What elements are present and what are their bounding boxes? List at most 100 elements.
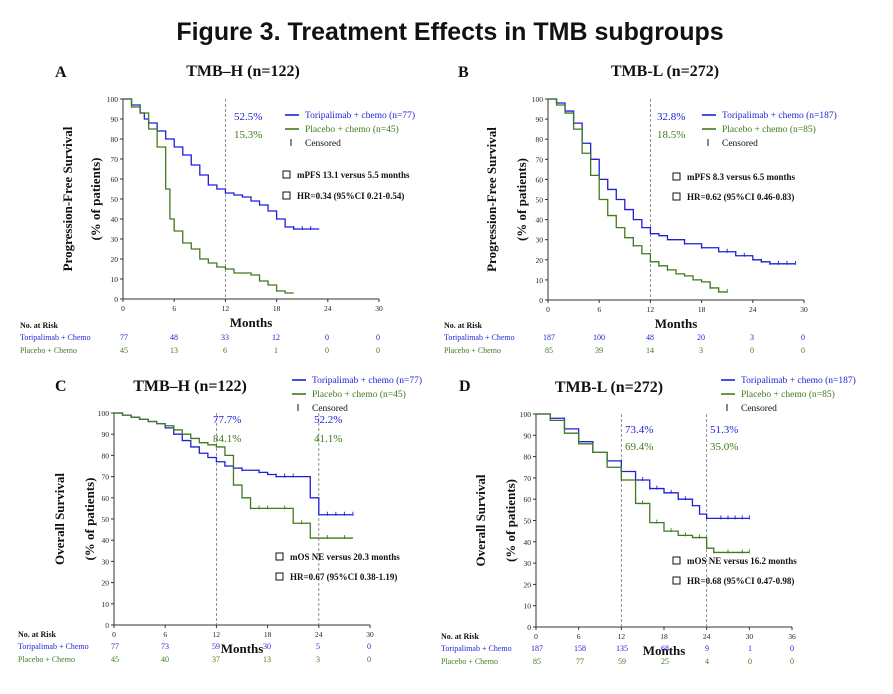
- y-tick-label: 50: [524, 517, 532, 526]
- risk-value: 85: [533, 657, 541, 666]
- stat-bullet: [672, 192, 681, 201]
- y-tick-label: 0: [527, 623, 531, 632]
- risk-value: 39: [595, 346, 603, 355]
- risk-row-label: Placebo + Chemo: [444, 346, 501, 355]
- risk-value: 40: [161, 655, 169, 664]
- y-tick-label: 0: [105, 621, 109, 630]
- risk-value: 187: [531, 644, 543, 653]
- stat-bullet: [275, 572, 284, 581]
- risk-value: 158: [574, 644, 586, 653]
- risk-value: 3: [750, 333, 754, 342]
- y-tick-label: 100: [520, 410, 532, 419]
- y-axis-label: Progression-Free Survival: [484, 127, 499, 272]
- risk-header: No. at Risk: [444, 321, 483, 330]
- risk-value: 0: [748, 657, 752, 666]
- x-tick-label: 12: [618, 632, 626, 641]
- percent-annotation: 18.5%: [657, 129, 685, 141]
- legend-label: Censored: [312, 404, 348, 414]
- stat-text: HR=0.62 (95%CI 0.46-0.83): [687, 192, 794, 202]
- x-tick-label: 18: [660, 632, 668, 641]
- y-tick-label: 50: [111, 195, 119, 204]
- x-tick-label: 0: [546, 305, 550, 314]
- y-axis-label: Overall Survival: [52, 473, 67, 565]
- panel-title: TMB-L (n=272): [611, 63, 719, 80]
- y-tick-label: 80: [536, 135, 544, 144]
- risk-value: 3: [699, 346, 703, 355]
- panel-title: TMB–H (n=122): [186, 63, 300, 80]
- y-tick-label: 70: [102, 473, 110, 482]
- risk-row-label: Toripalimab + Chemo: [18, 642, 89, 651]
- risk-value: 20: [697, 333, 705, 342]
- y-tick-label: 30: [524, 559, 532, 568]
- risk-row-label: Placebo + Chemo: [18, 655, 75, 664]
- risk-value: 0: [801, 333, 805, 342]
- risk-value: 25: [661, 657, 669, 666]
- y-tick-label: 40: [102, 536, 110, 545]
- risk-value: 0: [801, 346, 805, 355]
- x-tick-label: 18: [698, 305, 706, 314]
- risk-value: 30: [263, 642, 271, 651]
- y-tick-label: 70: [111, 155, 119, 164]
- risk-row-label: Placebo + Chemo: [20, 346, 77, 355]
- y-axis-label: (% of patients): [514, 158, 529, 241]
- panel-title: TMB–H (n=122): [133, 378, 247, 395]
- risk-row-label: Toripalimab + Chemo: [444, 333, 515, 342]
- risk-value: 14: [646, 346, 654, 355]
- y-tick-label: 20: [102, 579, 110, 588]
- legend-label: Placebo + chemo (n=85): [722, 124, 816, 135]
- y-axis-label: (% of patients): [88, 157, 103, 240]
- risk-value: 45: [111, 655, 119, 664]
- stat-bullet: [282, 191, 291, 200]
- percent-annotation: 52.5%: [234, 111, 262, 123]
- y-axis-label: Progression-Free Survival: [60, 126, 75, 271]
- percent-annotation: 41.1%: [314, 433, 342, 445]
- percent-annotation: 52.2%: [314, 414, 342, 426]
- risk-value: 135: [616, 644, 628, 653]
- x-tick-label: 12: [647, 305, 655, 314]
- legend-label: Censored: [305, 139, 341, 149]
- y-tick-label: 90: [536, 115, 544, 124]
- panel-letter: D: [459, 378, 471, 395]
- risk-value: 37: [212, 655, 220, 664]
- risk-value: 0: [325, 333, 329, 342]
- stat-text: mOS NE versus 16.2 months: [687, 556, 797, 566]
- y-axis-label: (% of patients): [82, 477, 97, 560]
- x-tick-label: 24: [324, 304, 332, 313]
- y-tick-label: 90: [102, 430, 110, 439]
- risk-value: 4: [705, 657, 709, 666]
- risk-value: 45: [120, 346, 128, 355]
- x-tick-label: 0: [112, 630, 116, 639]
- risk-value: 77: [120, 333, 128, 342]
- x-tick-label: 30: [800, 305, 808, 314]
- risk-value: 48: [170, 333, 178, 342]
- percent-annotation: 51.3%: [710, 424, 738, 436]
- x-tick-label: 36: [788, 632, 796, 641]
- percent-annotation: 84.1%: [213, 433, 241, 445]
- x-tick-label: 30: [746, 632, 754, 641]
- risk-value: 77: [576, 657, 584, 666]
- x-tick-label: 6: [597, 305, 601, 314]
- risk-value: 33: [221, 333, 229, 342]
- y-tick-label: 60: [524, 495, 532, 504]
- y-tick-label: 50: [102, 515, 110, 524]
- panel-letter: C: [55, 378, 67, 395]
- x-tick-label: 0: [534, 632, 538, 641]
- stat-text: HR=0.34 (95%CI 0.21-0.54): [297, 191, 404, 201]
- y-tick-label: 10: [102, 600, 110, 609]
- y-tick-label: 40: [536, 216, 544, 225]
- stat-bullet: [672, 576, 681, 585]
- x-tick-label: 30: [375, 304, 383, 313]
- risk-value: 85: [545, 346, 553, 355]
- x-tick-label: 12: [213, 630, 221, 639]
- panel-letter: A: [55, 64, 67, 81]
- y-tick-label: 0: [114, 295, 118, 304]
- stat-bullet: [672, 172, 681, 181]
- risk-value: 0: [325, 346, 329, 355]
- risk-value: 6: [223, 346, 227, 355]
- y-tick-label: 20: [111, 255, 119, 264]
- x-tick-label: 18: [264, 630, 272, 639]
- x-tick-label: 24: [703, 632, 711, 641]
- legend-label: Censored: [741, 404, 777, 414]
